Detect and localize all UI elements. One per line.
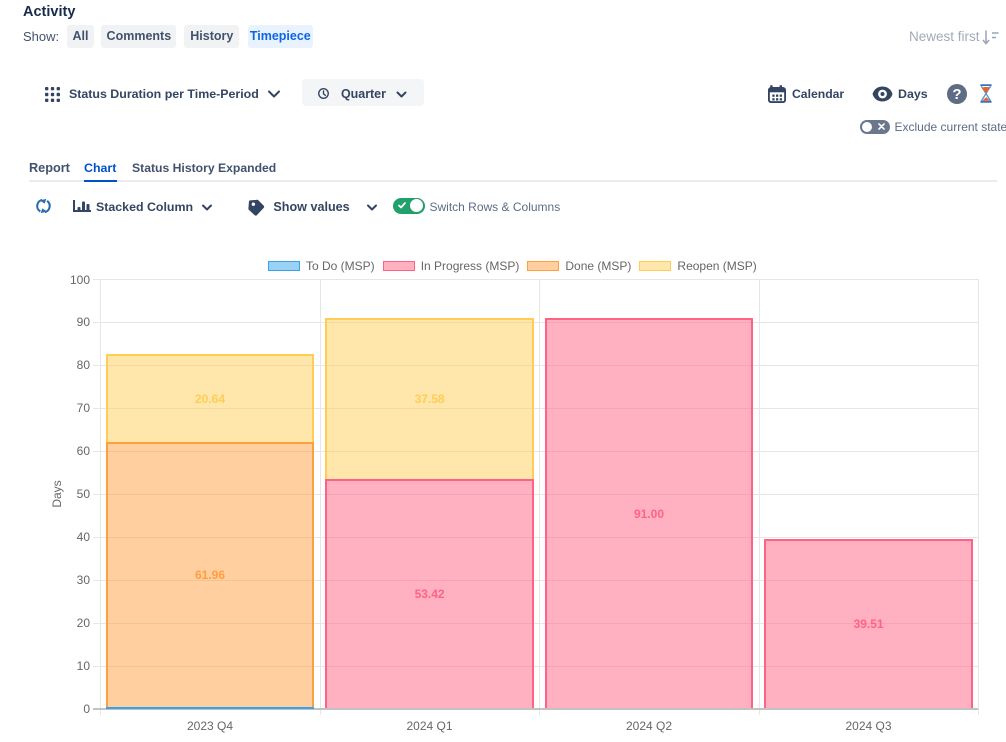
svg-text:?: ? [952,86,961,103]
